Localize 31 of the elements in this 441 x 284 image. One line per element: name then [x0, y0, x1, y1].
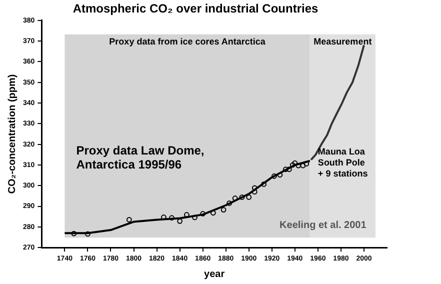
point — [71, 230, 77, 236]
point — [126, 217, 132, 222]
point — [169, 215, 174, 221]
chart-title: Atmospheric CO₂ over industrial Countries — [72, 2, 319, 16]
y-axis-title: CO₂-concentration (ppm) — [6, 74, 18, 194]
point — [292, 160, 298, 166]
point — [286, 166, 292, 172]
point — [252, 185, 258, 191]
point — [85, 231, 90, 237]
point — [200, 211, 206, 216]
point — [210, 210, 216, 216]
point — [277, 172, 283, 178]
band-label: Measurement — [314, 36, 372, 46]
point — [252, 189, 258, 195]
point — [226, 200, 232, 206]
annotation: Proxy data Law Dome, Antarctica 1995/96 — [76, 144, 204, 172]
point — [304, 161, 310, 166]
annotation: Mauna Loa South Pole + 9 stations — [318, 146, 368, 179]
point — [192, 214, 198, 220]
point — [296, 162, 302, 168]
annotation: Keeling et al. 2001 — [280, 220, 367, 232]
point — [271, 173, 277, 179]
point — [261, 181, 267, 187]
point — [220, 207, 226, 212]
point — [246, 194, 252, 200]
point — [232, 196, 238, 201]
point — [290, 162, 296, 168]
band-label: Proxy data from ice cores Antarctica — [109, 36, 266, 46]
point — [283, 166, 288, 172]
x-axis-title: year — [204, 268, 225, 280]
point — [239, 194, 245, 200]
